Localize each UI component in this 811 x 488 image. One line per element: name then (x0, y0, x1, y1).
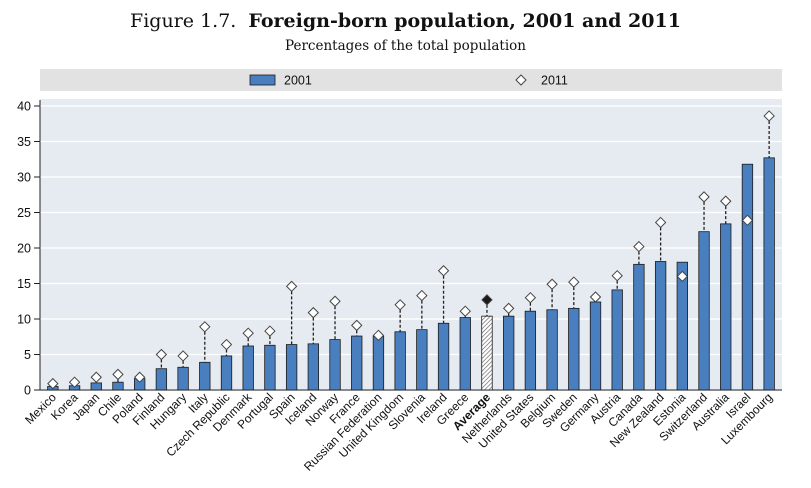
marker-2011 (264, 325, 276, 337)
marker-2011 (285, 280, 298, 293)
chart-title: Figure 1.7. Foreign-born population, 200… (0, 10, 811, 32)
bar-2001 (416, 329, 428, 391)
bar-2001 (285, 344, 298, 391)
bar-2001 (177, 366, 189, 391)
bar-2001 (459, 317, 471, 391)
bar-2001 (264, 344, 276, 391)
bar-2001 (524, 310, 537, 391)
bars (47, 157, 775, 391)
marker-2011 (524, 291, 537, 304)
marker-2011 (242, 327, 254, 339)
y-tick-label: 15 (17, 277, 31, 291)
bar-2001 (698, 231, 710, 391)
bar-2001 (676, 261, 688, 391)
marker-2011 (90, 371, 102, 383)
marker-2011 (546, 278, 558, 290)
legend-swatch-2001 (249, 74, 276, 86)
y-tick-label: 40 (17, 100, 31, 114)
bar-2001 (720, 223, 732, 391)
marker-2011 (763, 110, 775, 122)
bar-2001 (220, 355, 233, 391)
marker-2011 (68, 376, 81, 388)
bar-2001 (589, 301, 602, 391)
bar-2001 (546, 309, 558, 391)
y-tick-label: 20 (17, 242, 31, 256)
y-tick-label: 30 (17, 171, 31, 185)
marker-2011 (698, 191, 710, 203)
markers (47, 110, 775, 390)
bar-2001 (437, 322, 450, 391)
x-axis-labels: MexicoKoreaJapanChilePolandFinlandHungar… (22, 390, 775, 474)
chart-title-text: Foreign-born population, 2001 and 2011 (248, 10, 681, 32)
chart-subtitle: Percentages of the total population (285, 38, 526, 54)
y-tick-label: 0 (24, 384, 31, 398)
marker-2011 (416, 289, 428, 302)
y-tick-label: 10 (17, 313, 31, 327)
marker-2011 (437, 265, 450, 277)
bar-2001 (568, 307, 580, 391)
y-tick-label: 5 (24, 348, 31, 362)
bar-2001 (155, 368, 168, 391)
y-tick-label: 25 (17, 206, 31, 220)
marker-2011 (372, 329, 385, 342)
bar-2001 (90, 382, 102, 391)
marker-2011 (720, 195, 732, 207)
marker-2011 (112, 368, 124, 381)
plot-background (40, 99, 782, 391)
marker-2011 (568, 276, 580, 288)
bar-2001 (763, 157, 775, 391)
marker-2011 (676, 270, 689, 283)
bar-2001 (372, 335, 385, 391)
bar-2001 (329, 339, 341, 391)
bar-2001 (112, 381, 124, 391)
y-tick-label: 35 (17, 135, 31, 149)
marker-2011 (307, 306, 320, 319)
marker-2011 (611, 269, 623, 282)
marker-2011 (654, 216, 667, 229)
marker-2011 (633, 240, 645, 253)
bar-2001 (503, 315, 515, 391)
legend-label-2001: 2001 (284, 74, 312, 88)
marker-2011 (155, 348, 168, 361)
bar-2001 (394, 331, 406, 391)
marker-2011 (199, 321, 211, 333)
bar-2001 (633, 263, 645, 391)
bar-average (481, 315, 493, 391)
figure-label: Figure 1.7. (130, 10, 237, 32)
marker-2011 (220, 338, 233, 351)
bar-2001 (351, 335, 363, 391)
legend-label-2011: 2011 (541, 74, 568, 88)
bar-2001 (741, 163, 754, 391)
bar-2001 (611, 289, 623, 391)
legend: 2001 2011 (249, 74, 568, 88)
marker-2011 (741, 214, 754, 227)
marker-2011 (47, 377, 59, 390)
marker-2011 (394, 299, 406, 311)
marker-2011 (133, 371, 146, 383)
marker-2011 (351, 319, 363, 332)
legend-marker-2011 (515, 74, 527, 86)
marker-2011 (589, 291, 602, 303)
marker-2011 (459, 305, 471, 317)
bar-2001 (654, 261, 667, 391)
bar-2001 (242, 345, 254, 391)
marker-2011 (177, 350, 189, 362)
marker-2011 (502, 302, 515, 315)
bar-2001 (199, 361, 211, 391)
bar-2001 (307, 343, 319, 391)
legend-background (40, 69, 782, 91)
marker-2011 (329, 295, 341, 307)
marker-average (481, 294, 493, 306)
